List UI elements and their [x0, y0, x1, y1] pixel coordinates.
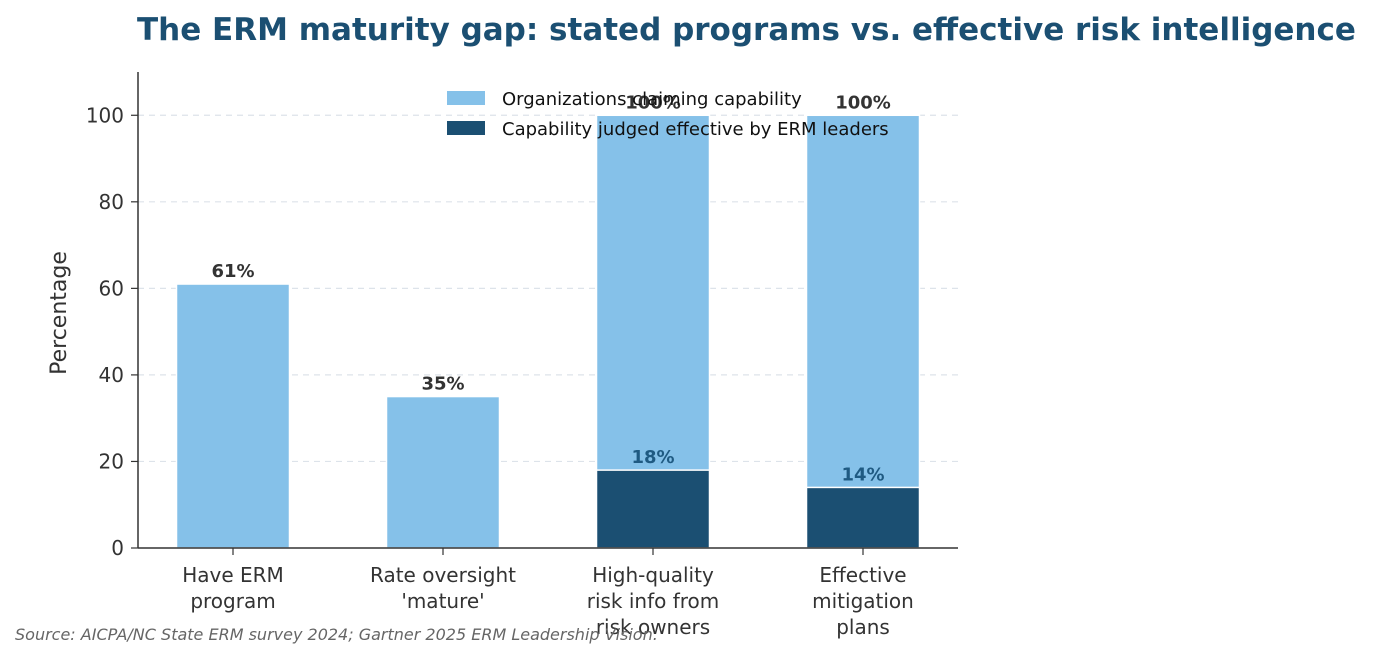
category-label: Have ERM program	[182, 563, 284, 613]
y-tick-label: 0	[111, 536, 124, 560]
source-note: Source: AICPA/NC State ERM survey 2024; …	[15, 625, 658, 644]
y-tick-label: 80	[99, 190, 124, 214]
bar-effective	[595, 469, 711, 549]
y-axis-title: Percentage	[47, 251, 72, 375]
bar-claiming	[385, 395, 501, 549]
y-tick-label: 40	[99, 363, 124, 387]
legend-swatch-claiming	[447, 91, 485, 105]
chart-title: The ERM maturity gap: stated programs vs…	[137, 12, 1356, 48]
data-label-effective: 14%	[841, 464, 884, 485]
legend-swatch-effective	[447, 121, 485, 135]
y-tick-label: 100	[86, 103, 124, 127]
category-label: High-quality risk info from risk owners	[587, 563, 720, 639]
data-label-claiming: 35%	[421, 374, 464, 395]
y-tick-label: 60	[99, 276, 124, 300]
category-label: Rate oversight'mature'	[370, 563, 516, 613]
legend-label-claiming: Organizations claiming capability	[502, 89, 802, 110]
data-label-effective: 18%	[631, 447, 674, 468]
data-label-claiming: 61%	[211, 261, 254, 282]
bar-claiming	[175, 283, 291, 549]
data-labels: 61% 35% 100% 100% 18% 14%	[211, 92, 890, 485]
legend: Organizations claiming capability Capabi…	[447, 89, 889, 140]
legend-label-effective: Capability judged effective by ERM leade…	[502, 119, 889, 140]
category-label: Effective mitigation plans	[812, 563, 914, 639]
y-tick-label: 20	[99, 449, 124, 473]
data-label-claiming: 100%	[625, 92, 681, 113]
bars	[175, 114, 921, 549]
bar-effective	[805, 486, 921, 549]
axes: 0 20 40 60 80 100 Have ERM program Rate oversigh…	[86, 72, 958, 639]
data-label-claiming: 100%	[835, 92, 891, 113]
